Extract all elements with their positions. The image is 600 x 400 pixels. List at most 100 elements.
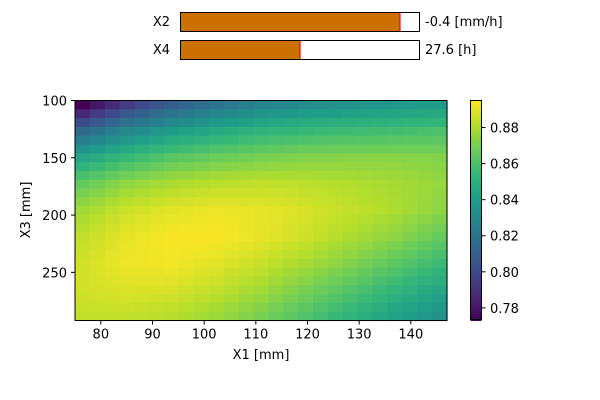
heatmap-cell <box>268 197 284 207</box>
heatmap-cell <box>179 109 195 119</box>
heatmap-cell <box>298 135 314 146</box>
heatmap-cell <box>194 223 210 234</box>
heatmap-cell <box>223 179 240 190</box>
heatmap-cell <box>89 267 106 278</box>
slider-x4[interactable]: X4 27.6 [h] <box>153 40 477 60</box>
heatmap-cell <box>298 250 314 260</box>
heatmap-cell <box>298 214 314 225</box>
colorbar-segment <box>470 185 482 189</box>
heatmap-cell <box>119 126 136 137</box>
colorbar-segment <box>470 199 482 203</box>
heatmap-cell <box>75 188 91 198</box>
heatmap-cell <box>119 223 136 234</box>
heatmap-cell <box>164 285 180 295</box>
heatmap-cell <box>402 285 418 295</box>
heatmap-cell <box>208 188 225 198</box>
heatmap-cell <box>134 188 150 198</box>
heatmap-cell <box>372 144 389 154</box>
heatmap-cell <box>119 311 136 322</box>
heatmap-cell <box>268 100 284 110</box>
colorbar-segment <box>470 144 482 148</box>
heatmap-cell <box>432 302 448 313</box>
heatmap-cell <box>134 232 150 242</box>
heatmap-cell <box>194 250 210 260</box>
heatmap-cell <box>179 153 195 163</box>
heatmap-cell <box>208 258 225 269</box>
heatmap-cell <box>119 267 136 278</box>
heatmap-cell <box>134 126 150 137</box>
heatmap-cell <box>179 197 195 207</box>
heatmap-cell <box>253 197 270 207</box>
y-tick-label: 100 <box>42 95 67 110</box>
heatmap-cell <box>223 197 240 207</box>
heatmap-cell <box>104 285 121 295</box>
heatmap-cell <box>208 118 225 128</box>
heatmap-cell <box>149 109 165 119</box>
heatmap-cell <box>179 206 195 216</box>
heatmap-cell <box>327 206 344 216</box>
heatmap-cell <box>283 162 299 172</box>
heatmap-cell <box>238 162 255 172</box>
heatmap-cell <box>327 285 344 295</box>
heatmap-cell <box>149 267 165 278</box>
heatmap-cell <box>342 109 359 119</box>
colorbar-segment <box>470 174 482 178</box>
heatmap-cell <box>417 258 433 269</box>
x-tick-label: 120 <box>295 328 320 343</box>
heatmap-cell <box>223 153 240 163</box>
heatmap-cell <box>432 100 448 110</box>
heatmap-cell <box>238 241 255 251</box>
heatmap-cell <box>313 232 329 242</box>
heatmap-cell <box>417 311 433 322</box>
heatmap-cell <box>134 135 150 146</box>
heatmap-cell <box>342 232 359 242</box>
slider-x2[interactable]: X2 -0.4 [mm/h] <box>153 12 503 32</box>
heatmap-cell <box>313 126 329 137</box>
heatmap-cell <box>238 135 255 146</box>
heatmap-cell <box>238 109 255 119</box>
heatmap-cell <box>417 197 433 207</box>
heatmap-cell <box>357 197 374 207</box>
heatmap-cell <box>223 232 240 242</box>
heatmap-cell <box>313 197 329 207</box>
heatmap-cell <box>134 267 150 278</box>
heatmap-cell <box>253 241 270 251</box>
colorbar-segment <box>470 194 482 198</box>
colorbar-segment <box>470 293 482 297</box>
heatmap-cell <box>238 294 255 304</box>
heatmap-cell <box>164 276 180 286</box>
heatmap-cell <box>402 276 418 286</box>
heatmap-cell <box>238 214 255 225</box>
heatmap-cell <box>134 100 150 110</box>
colorbar-segment <box>470 306 482 310</box>
heatmap-cell <box>387 223 403 234</box>
heatmap-cell <box>313 109 329 119</box>
heatmap-cell <box>119 179 136 190</box>
heatmap-cell <box>164 179 180 190</box>
heatmap-cell <box>387 126 403 137</box>
colorbar-segment <box>470 196 482 200</box>
colorbar-segment <box>470 205 482 209</box>
heatmap-cell <box>75 241 91 251</box>
heatmap-cell <box>134 153 150 163</box>
heatmap-cell <box>372 276 389 286</box>
heatmap-cell <box>313 170 329 181</box>
colorbar-segment <box>470 158 482 162</box>
colorbar-segment <box>470 246 482 250</box>
heatmap-cell <box>357 135 374 146</box>
heatmap-cell <box>357 100 374 110</box>
heatmap-cell <box>164 162 180 172</box>
heatmap-cell <box>342 197 359 207</box>
heatmap-cell <box>89 170 106 181</box>
heatmap-cell <box>417 241 433 251</box>
heatmap-cell <box>208 100 225 110</box>
heatmap-cell <box>342 214 359 225</box>
heatmap-cell <box>417 100 433 110</box>
heatmap-cell <box>179 302 195 313</box>
heatmap-cell <box>194 302 210 313</box>
heatmap-cell <box>268 214 284 225</box>
heatmap-cell <box>89 294 106 304</box>
heatmap-cell <box>298 241 314 251</box>
heatmap-cell <box>75 232 91 242</box>
